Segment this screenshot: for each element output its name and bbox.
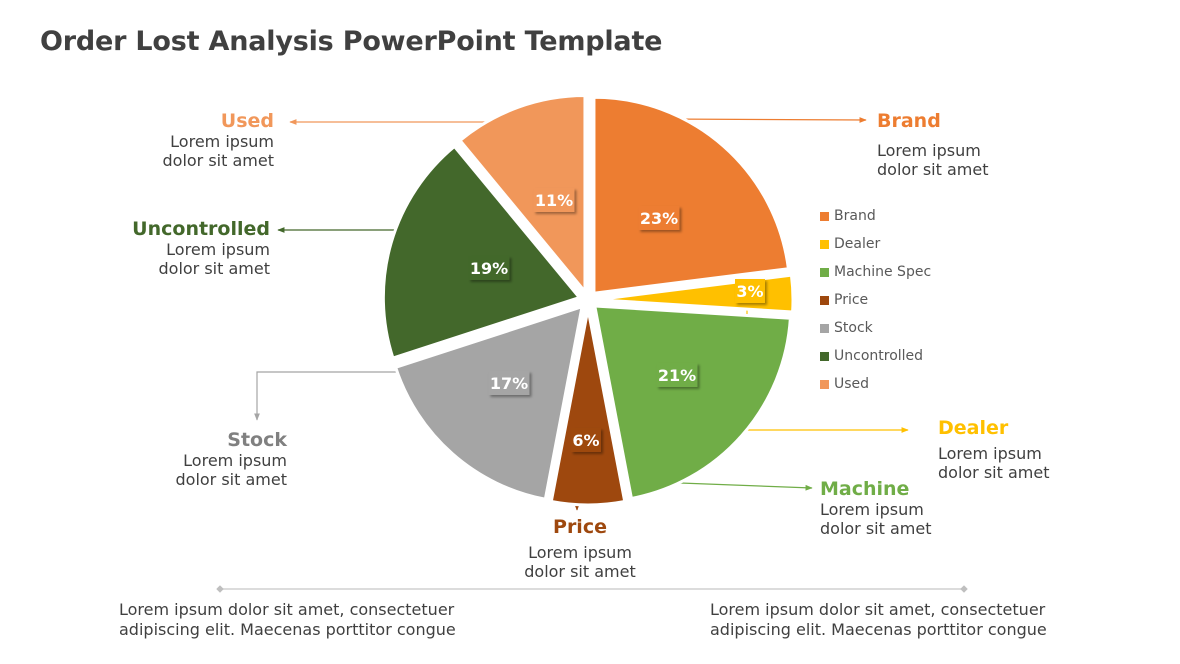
pie-slice-machine-spec (592, 304, 792, 501)
callout-price-title: Price (553, 516, 607, 538)
pie-label-machine-spec: 21% (656, 363, 698, 387)
pie-slice-used (457, 94, 587, 296)
legend-item-price: Price (820, 286, 931, 314)
pie-slice-stock (393, 304, 584, 502)
pie-label-brand: 23% (638, 206, 680, 230)
svg-text:11%: 11% (535, 191, 573, 210)
callout-brand-text: Lorem ipsum dolor sit amet (877, 141, 989, 179)
svg-text:19%: 19% (470, 259, 508, 278)
legend-swatch (820, 323, 829, 333)
callout-used-title: Used (220, 110, 274, 132)
callout-price-text: Lorem ipsum dolor sit amet (524, 543, 636, 581)
legend-label: Brand (834, 208, 876, 224)
legend-item-uncontrolled: Uncontrolled (820, 342, 931, 370)
callout-uncontrolled: Uncontrolled Lorem ipsum dolor sit amet (132, 218, 270, 278)
callout-stock-text: Lorem ipsum dolor sit amet (175, 451, 288, 489)
svg-text:6%: 6% (572, 431, 599, 450)
pie-slice-brand (592, 95, 791, 295)
callout-uncontrolled-text: Lorem ipsum dolor sit amet (158, 240, 271, 278)
legend-label: Dealer (834, 236, 881, 252)
callout-machine: Machine Lorem ipsum dolor sit amet (820, 478, 932, 538)
legend-label: Machine Spec (834, 264, 932, 280)
legend-label: Price (834, 292, 869, 308)
pie-label-stock: 17% (488, 371, 530, 395)
pie-label-price: 6% (571, 428, 601, 452)
callout-stock: Stock Lorem ipsum dolor sit amet (176, 429, 288, 489)
legend-label: Used (834, 376, 870, 392)
svg-text:21%: 21% (658, 366, 696, 385)
legend-label: Uncontrolled (834, 348, 924, 364)
legend-item-stock: Stock (820, 314, 931, 342)
callout-stock-title: Stock (227, 429, 287, 451)
legend-swatch (820, 351, 829, 361)
callout-dealer-title: Dealer (938, 417, 1009, 439)
pie-label-used: 11% (533, 188, 575, 212)
machine-connector (679, 482, 813, 491)
pie-slice-uncontrolled (381, 144, 582, 360)
footer-text-right: Lorem ipsum dolor sit amet, consectetuer… (710, 600, 1047, 639)
legend-swatch (820, 295, 829, 305)
legend-item-dealer: Dealer (820, 230, 931, 258)
callout-dealer-text: Lorem ipsum dolor sit amet (938, 444, 1050, 482)
callout-dealer: Dealer Lorem ipsum dolor sit amet (938, 417, 1050, 482)
pie-labels: 23% 3% 21% 6% 17% 19% 11% (468, 188, 765, 452)
legend-label: Stock (834, 320, 873, 336)
callout-brand: Brand Lorem ipsum dolor sit amet (877, 110, 989, 179)
brand-connector (659, 117, 867, 123)
svg-text:3%: 3% (736, 282, 763, 301)
pie-label-dealer: 3% (735, 279, 765, 303)
legend-swatch (820, 211, 829, 221)
callout-uncontrolled-title: Uncontrolled (132, 218, 270, 240)
legend-swatch (820, 239, 829, 249)
legend-item-used: Used (820, 370, 931, 398)
svg-text:23%: 23% (640, 209, 678, 228)
pie-label-uncontrolled: 19% (468, 256, 510, 280)
stock-connector (254, 371, 400, 421)
callout-machine-text: Lorem ipsum dolor sit amet (820, 500, 932, 538)
footer-text-left: Lorem ipsum dolor sit amet, consectetuer… (119, 600, 456, 639)
pie-slices (381, 94, 795, 507)
page-title: Order Lost Analysis PowerPoint Template (40, 26, 663, 57)
callout-brand-title: Brand (877, 110, 941, 132)
legend-item-brand: Brand (820, 202, 931, 230)
callout-used-text: Lorem ipsum dolor sit amet (162, 132, 275, 170)
legend-swatch (820, 379, 829, 389)
chart-legend: Brand Dealer Machine Spec Price Stock Un… (820, 202, 931, 398)
svg-text:17%: 17% (490, 374, 528, 393)
callout-machine-title: Machine (820, 478, 910, 500)
pie-slice-price (549, 308, 627, 507)
callout-used: Used Lorem ipsum dolor sit amet (163, 110, 275, 170)
legend-swatch (820, 267, 829, 277)
callout-price: Price Lorem ipsum dolor sit amet (510, 516, 650, 581)
legend-item-machine-spec: Machine Spec (820, 258, 931, 286)
